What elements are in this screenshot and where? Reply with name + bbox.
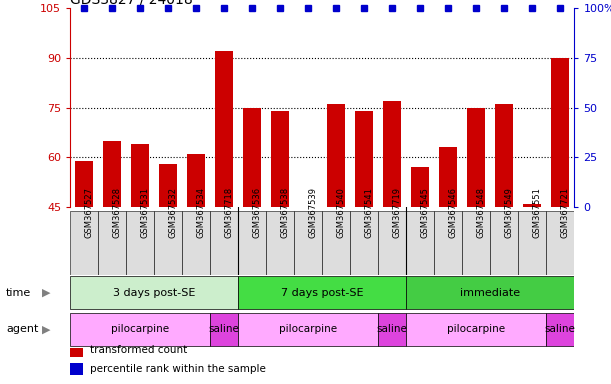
Text: GSM367721: GSM367721 xyxy=(560,187,569,238)
Bar xyxy=(70,313,210,346)
Text: transformed count: transformed count xyxy=(90,346,188,356)
Bar xyxy=(406,313,546,346)
Bar xyxy=(496,104,513,207)
Text: percentile rank within the sample: percentile rank within the sample xyxy=(90,364,266,374)
Bar xyxy=(159,164,177,207)
Bar xyxy=(210,313,238,346)
Bar xyxy=(210,211,238,275)
Text: GSM367539: GSM367539 xyxy=(309,187,317,238)
Text: pilocarpine: pilocarpine xyxy=(279,324,337,334)
Text: GSM367545: GSM367545 xyxy=(420,187,430,238)
Bar xyxy=(182,211,210,275)
Bar xyxy=(103,141,122,207)
Bar xyxy=(551,58,569,207)
Bar xyxy=(238,211,266,275)
Text: pilocarpine: pilocarpine xyxy=(111,324,169,334)
Bar xyxy=(434,211,463,275)
Bar xyxy=(70,276,238,309)
Text: GSM367536: GSM367536 xyxy=(252,187,262,238)
Bar xyxy=(271,111,290,207)
Bar xyxy=(266,211,295,275)
Bar xyxy=(154,211,182,275)
Bar xyxy=(411,167,430,207)
Bar xyxy=(518,211,546,275)
Text: pilocarpine: pilocarpine xyxy=(447,324,505,334)
Bar xyxy=(243,108,262,207)
Bar xyxy=(350,211,378,275)
Text: GSM367528: GSM367528 xyxy=(112,187,121,238)
Text: GSM367546: GSM367546 xyxy=(448,187,457,238)
Text: GSM367719: GSM367719 xyxy=(392,187,401,238)
Text: GSM367527: GSM367527 xyxy=(84,187,93,238)
Text: time: time xyxy=(6,288,31,298)
Text: agent: agent xyxy=(6,324,38,334)
Bar xyxy=(327,104,345,207)
Bar xyxy=(490,211,518,275)
Bar xyxy=(463,211,490,275)
Bar xyxy=(75,161,93,207)
Text: ▶: ▶ xyxy=(42,324,50,334)
Bar xyxy=(98,211,126,275)
Text: GSM367534: GSM367534 xyxy=(196,187,205,238)
Bar xyxy=(406,276,574,309)
Bar xyxy=(546,313,574,346)
Text: GSM367540: GSM367540 xyxy=(336,187,345,238)
Text: GSM367718: GSM367718 xyxy=(224,187,233,238)
Text: GSM367548: GSM367548 xyxy=(477,187,485,238)
Text: ▶: ▶ xyxy=(42,288,50,298)
Text: GDS3827 / 24018: GDS3827 / 24018 xyxy=(70,0,193,7)
Bar xyxy=(70,344,83,357)
Bar xyxy=(406,211,434,275)
Bar xyxy=(187,154,205,207)
Bar xyxy=(238,276,406,309)
Text: GSM367538: GSM367538 xyxy=(280,187,289,238)
Text: GSM367541: GSM367541 xyxy=(364,187,373,238)
Bar xyxy=(295,211,323,275)
Text: 3 days post-SE: 3 days post-SE xyxy=(113,288,196,298)
Bar xyxy=(378,313,406,346)
Bar xyxy=(467,108,485,207)
Text: GSM367551: GSM367551 xyxy=(532,187,541,238)
Bar xyxy=(439,147,458,207)
Bar xyxy=(378,211,406,275)
Bar xyxy=(70,211,98,275)
Bar xyxy=(323,211,350,275)
Text: saline: saline xyxy=(209,324,240,334)
Text: GSM367549: GSM367549 xyxy=(504,187,513,238)
Bar xyxy=(238,313,378,346)
Bar xyxy=(70,363,83,375)
Bar xyxy=(383,101,401,207)
Text: immediate: immediate xyxy=(460,288,521,298)
Text: saline: saline xyxy=(377,324,408,334)
Bar xyxy=(523,204,541,207)
Text: 7 days post-SE: 7 days post-SE xyxy=(281,288,364,298)
Bar xyxy=(546,211,574,275)
Bar xyxy=(215,51,233,207)
Bar xyxy=(131,144,149,207)
Bar xyxy=(355,111,373,207)
Text: GSM367531: GSM367531 xyxy=(141,187,149,238)
Bar xyxy=(126,211,154,275)
Text: GSM367532: GSM367532 xyxy=(168,187,177,238)
Text: saline: saline xyxy=(545,324,576,334)
